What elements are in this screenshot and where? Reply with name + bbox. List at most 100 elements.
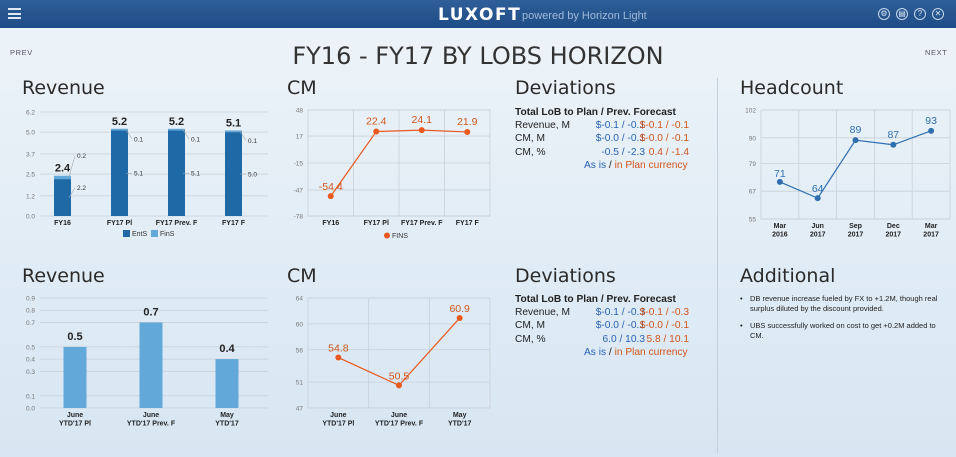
x-tick-label: 2017	[848, 232, 864, 239]
legend-marker	[384, 232, 390, 239]
segment-label-fins: 0.1	[248, 138, 257, 145]
x-tick-label: June	[67, 412, 83, 419]
cm-bottom-chart: 47 51 56 60 64 54.8 June YTD'17 Pl 50.5 June YTD'1…	[296, 296, 491, 428]
y-tick-label: 0.1	[26, 393, 35, 400]
deviations-header: Total LoB to Plan / Prev. Forecast	[515, 107, 676, 118]
deviation-row: CM, % -0.5 / -2.3 0.4 / -1.4	[515, 146, 715, 159]
revenue-bottom-title: Revenue	[22, 265, 105, 287]
top-bar: LUXOFT powered by Horizon Light ⚙ ▤ ? ✕	[0, 0, 956, 28]
bar-total-label: 5.1	[226, 117, 241, 129]
y-tick-label: 0.0	[26, 214, 35, 221]
deviation-row: Revenue, M $-0.1 / -0.3 $-0.1 / -0.3	[515, 306, 715, 319]
legend-label-ents: EntS	[132, 231, 148, 238]
x-tick-label: FY16	[322, 220, 339, 227]
next-link[interactable]: NEXT	[925, 48, 948, 57]
segment-label-ents: 5.1	[134, 171, 143, 178]
x-tick-label: FY16	[54, 220, 71, 227]
x-tick-label: Mar	[925, 223, 938, 230]
deviation-plan: $-0.1 / -0.3	[595, 307, 645, 319]
data-point	[418, 127, 425, 134]
leader-line	[239, 131, 247, 141]
segment-label-ents: 5.0	[248, 172, 257, 179]
leader-line	[68, 187, 76, 198]
note-item: UBS successfully worked on cost to get +…	[738, 321, 948, 341]
y-tick-label: 0.4	[26, 357, 35, 364]
deviation-row: CM, % 6.0 / 10.3 5.8 / 10.1	[515, 333, 715, 346]
bar-total-label: 5.2	[169, 116, 184, 128]
y-tick-label: 51	[296, 380, 304, 387]
as-is-label: As is	[584, 346, 607, 358]
deviations-top-table: Total LoB to Plan / Prev. Forecast Reven…	[515, 106, 715, 172]
footer-separator: /	[606, 346, 615, 358]
data-label: 93	[925, 115, 937, 127]
segment-label-ents: 5.1	[191, 171, 200, 178]
segment-label-ents: 2.2	[77, 185, 86, 192]
deviation-footer: As is / in Plan currency	[515, 159, 715, 172]
data-label: -54.4	[319, 181, 343, 193]
help-icon[interactable]: ?	[914, 8, 926, 20]
deviation-label: Revenue, M	[515, 120, 570, 132]
x-tick-label: FY17 Pl	[107, 220, 132, 227]
print-icon[interactable]: ▤	[896, 8, 908, 20]
bar-value-label: 0.4	[219, 343, 235, 355]
cm-top-chart: -78 -47 -15 17 48 -54.4 FY16 22.4 FY17 Pl 24.1 FY1…	[294, 108, 491, 240]
x-tick-label: Jun	[811, 223, 823, 230]
y-tick-label: -47	[294, 187, 304, 194]
deviation-label: Revenue, M	[515, 307, 570, 319]
deviations-header: Total LoB to Plan / Prev. Forecast	[515, 294, 676, 305]
data-point	[928, 127, 935, 134]
data-point	[814, 195, 821, 202]
menu-icon[interactable]	[8, 8, 21, 19]
additional-title: Additional	[740, 265, 836, 287]
deviation-prev: 5.8 / 10.1	[646, 333, 689, 345]
y-tick-label: 0.0	[26, 406, 35, 413]
page-title: FY16 - FY17 BY LOBS HORIZON	[292, 42, 664, 70]
x-tick-label: June	[391, 412, 407, 419]
revenue-top-chart: 0.0 1.2 2.5 3.7 5.0 6.2 2.4 2.2 0.2 FY16 5.2 5.1 0.1…	[26, 110, 268, 238]
additional-notes: DB revenue increase fueled by FX to +1.2…	[738, 294, 948, 348]
deviation-plan: $-0.0 / -0.1	[595, 133, 645, 145]
deviation-plan: -0.5 / -2.3	[601, 146, 645, 158]
y-tick-label: 0.5	[26, 344, 35, 351]
x-tick-label: FY17 F	[456, 220, 480, 227]
x-tick-label: June	[330, 412, 346, 419]
deviation-prev: $-0.1 / -0.3	[639, 307, 689, 319]
settings-icon[interactable]: ⚙	[878, 8, 890, 20]
x-tick-label: 2017	[923, 232, 939, 239]
plot-frame	[307, 297, 491, 409]
data-point	[335, 354, 342, 361]
data-label: 89	[850, 124, 862, 136]
y-tick-label: 64	[296, 296, 304, 303]
data-point	[776, 178, 783, 185]
data-point	[890, 141, 897, 148]
close-icon[interactable]: ✕	[932, 8, 944, 20]
deviation-row: CM, M $-0.0 / -0.1 $-0.0 / -0.1	[515, 319, 715, 332]
x-tick-label: 2017	[810, 232, 826, 239]
segment-label-fins: 0.1	[191, 136, 200, 143]
x-tick-label: Sep	[849, 223, 862, 230]
deviation-plan: $-0.1 / -0.1	[595, 120, 645, 132]
deviation-prev: $-0.0 / -0.1	[639, 320, 689, 332]
y-tick-label: 56	[296, 347, 304, 354]
bar-ents	[168, 130, 185, 216]
x-tick-label: FY17 Pl	[364, 220, 389, 227]
bar-fins	[54, 175, 71, 180]
y-tick-label: 0.9	[26, 296, 35, 303]
x-tick-label: FY17 F	[222, 220, 246, 227]
revenue-top-title: Revenue	[22, 77, 105, 99]
deviation-plan: 6.0 / 10.3	[602, 333, 645, 345]
bar	[139, 322, 163, 408]
deviation-plan: $-0.0 / -0.1	[595, 320, 645, 332]
data-label: 87	[887, 129, 899, 141]
legend-swatch-ents	[123, 230, 130, 237]
deviation-footer: As is / in Plan currency	[515, 346, 715, 359]
bar	[63, 346, 87, 408]
segment-label-fins: 0.2	[77, 153, 86, 160]
bar-fins	[168, 128, 185, 131]
cm-bottom-title: CM	[287, 265, 317, 287]
segment-label-fins: 0.1	[134, 136, 143, 143]
deviation-label: CM, M	[515, 133, 545, 145]
prev-link[interactable]: PREV	[10, 48, 33, 57]
y-tick-label: 102	[745, 108, 756, 115]
deviation-label: CM, %	[515, 146, 546, 158]
